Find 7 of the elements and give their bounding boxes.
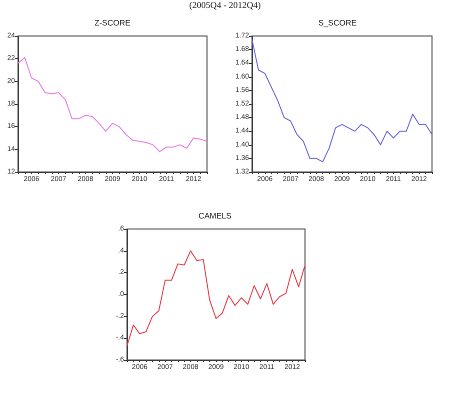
chart-title: S_SCORE [318, 18, 357, 28]
chart-title: Z-SCORE [94, 18, 130, 28]
line-series [18, 57, 208, 152]
line-series [126, 250, 306, 346]
text: (2005Q4 - 2012Q4) [188, 0, 262, 10]
line-series [252, 38, 432, 162]
chart-title: CAMELS [198, 212, 232, 220]
